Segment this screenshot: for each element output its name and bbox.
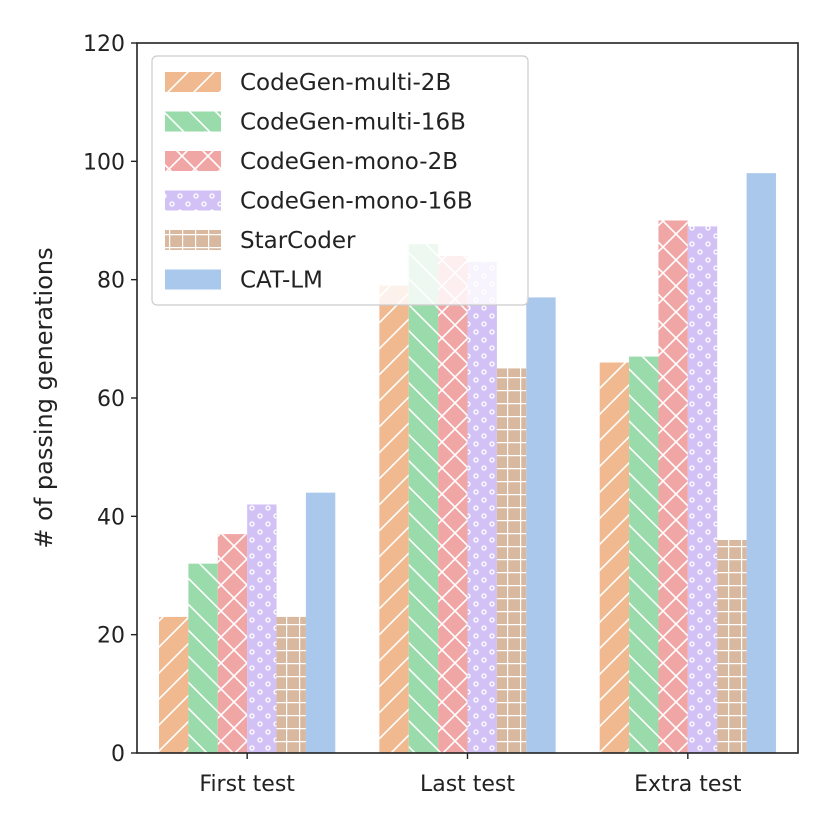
legend: CodeGen-multi-2B CodeGen-multi-16B CodeGen… [151, 55, 529, 306]
bar-hatch [217, 534, 248, 753]
bar-starcoder-first-test [276, 616, 306, 753]
bar-hatch [188, 563, 218, 753]
bar-hatch [717, 540, 747, 753]
x-tick-label: First test [199, 772, 295, 797]
bar-codegen-multi-2b-first-test [159, 616, 189, 753]
bar-hatch [247, 504, 277, 753]
legend-label: CAT-LM [240, 268, 323, 294]
legend-swatch [165, 269, 221, 290]
bar-fill [526, 297, 556, 753]
legend-item-codegen-mono-16b: CodeGen-mono-16B [165, 189, 473, 215]
bar-hatch [658, 220, 688, 753]
y-tick-label: 100 [83, 150, 125, 175]
legend-label: CodeGen-mono-2B [240, 149, 458, 175]
bar-starcoder-extra-test [717, 540, 747, 753]
legend-swatch-hatch [165, 72, 221, 92]
y-tick-label: 120 [83, 32, 125, 57]
bar-hatch [629, 356, 659, 753]
bar-cat-lm-last-test [526, 297, 556, 753]
bar-codegen-multi-2b-last-test [379, 285, 409, 753]
legend-item-codegen-multi-2b: CodeGen-multi-2B [165, 70, 451, 96]
legend-item-codegen-multi-16b: CodeGen-multi-16B [165, 110, 466, 136]
bar-cat-lm-first-test [305, 492, 336, 753]
legend-item-starcoder: StarCoder [165, 228, 356, 254]
legend-label: CodeGen-mono-16B [240, 189, 473, 215]
bar-hatch [276, 616, 306, 753]
y-tick-label: 0 [111, 742, 125, 767]
bar-codegen-mono-2b-first-test [217, 534, 248, 753]
y-tick-label: 80 [97, 269, 125, 294]
y-tick-label: 40 [97, 505, 125, 530]
y-tick-label: 20 [97, 624, 125, 649]
bar-hatch [687, 226, 718, 753]
bar-hatch [467, 261, 497, 753]
bar-codegen-mono-16b-first-test [247, 504, 277, 753]
bar-hatch [408, 244, 439, 753]
bar-codegen-multi-2b-extra-test [599, 362, 630, 753]
bar-hatch [379, 285, 409, 753]
bar-codegen-mono-16b-extra-test [687, 226, 718, 753]
axes-layer: 0 20 40 60 80 100 120 First test Last test Extra … [30, 32, 799, 797]
y-tick-label: 60 [97, 387, 125, 412]
bar-codegen-mono-2b-last-test [438, 256, 468, 753]
legend-box [151, 55, 529, 306]
bar-codegen-multi-16b-extra-test [629, 356, 659, 753]
bar-hatch [599, 362, 630, 753]
bar-codegen-mono-2b-extra-test [658, 220, 688, 753]
legend-swatch-hatch [165, 111, 221, 132]
bar-codegen-multi-16b-last-test [408, 244, 439, 753]
bar-fill [305, 492, 336, 753]
x-tick-label: Last test [420, 772, 515, 797]
legend-label: CodeGen-multi-16B [240, 110, 466, 136]
legend-label: StarCoder [240, 228, 356, 254]
bar-cat-lm-extra-test [746, 173, 776, 753]
legend-swatch-hatch [165, 230, 221, 250]
bar-fill [746, 173, 776, 753]
bar-hatch [438, 256, 468, 753]
bar-starcoder-last-test [496, 368, 527, 753]
x-tick-label: Extra test [634, 772, 742, 797]
legend-item-codegen-mono-2b: CodeGen-mono-2B [165, 149, 458, 175]
bar-hatch [496, 368, 527, 753]
legend-swatch-hatch [165, 151, 221, 171]
legend-label: CodeGen-multi-2B [240, 70, 451, 96]
legend-item-cat-lm: CAT-LM [165, 268, 323, 294]
bars-layer [159, 173, 776, 753]
y-axis-title: # of passing generations [30, 247, 58, 548]
bar-hatch [159, 616, 189, 753]
bar-codegen-mono-16b-last-test [467, 261, 497, 753]
bar-codegen-multi-16b-first-test [188, 563, 218, 753]
legend-swatch-hatch [165, 190, 221, 211]
